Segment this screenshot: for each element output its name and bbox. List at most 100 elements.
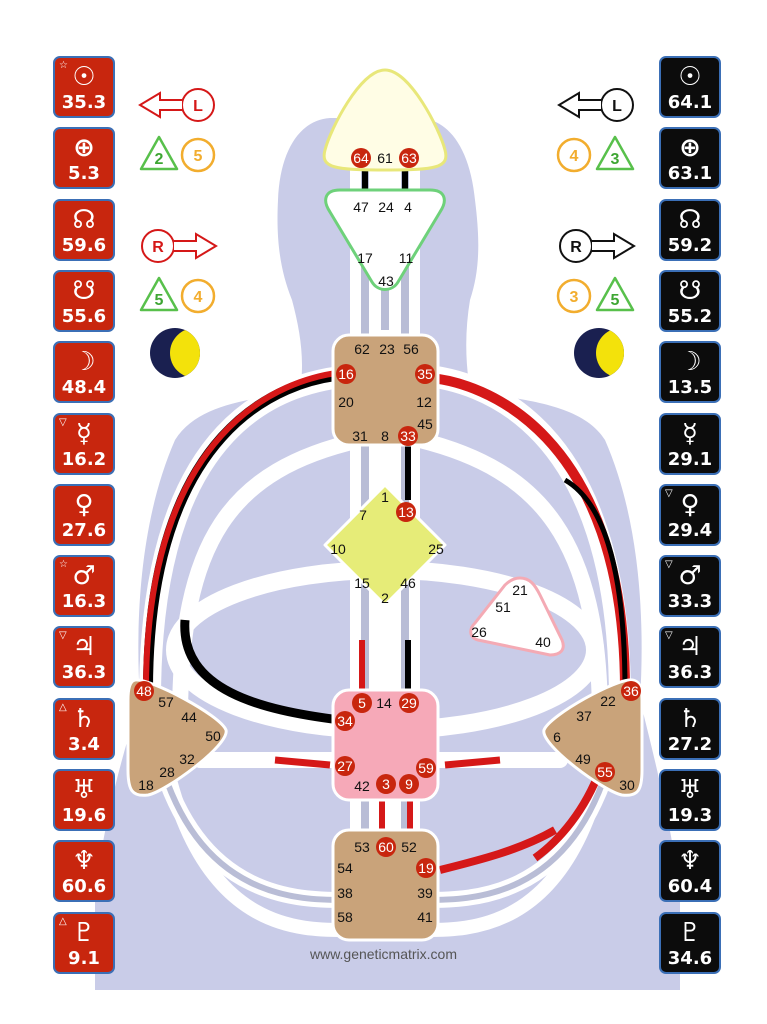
gate-number[interactable]: 25 bbox=[428, 541, 444, 557]
moon-tile[interactable]: ☽ 13.5 bbox=[659, 341, 721, 404]
venus-tile[interactable]: ♀ 27.6 bbox=[53, 483, 115, 546]
venus-tile[interactable]: ▽ ♀ 29.4 bbox=[659, 483, 721, 546]
gate-number[interactable]: 16 bbox=[338, 366, 354, 382]
pluto-tile[interactable]: △ ♇ 9.1 bbox=[53, 911, 115, 974]
gate-number[interactable]: 64 bbox=[353, 150, 369, 166]
north-node-tile[interactable]: ☊ 59.2 bbox=[659, 198, 721, 261]
gate-number[interactable]: 30 bbox=[619, 777, 635, 793]
south-node-tile[interactable]: ☋ 55.2 bbox=[659, 269, 721, 332]
jupiter-tile[interactable]: ▽ ♃ 36.3 bbox=[659, 626, 721, 689]
gate-number[interactable]: 57 bbox=[158, 694, 174, 710]
gate-number[interactable]: 43 bbox=[378, 273, 394, 289]
sun-tile[interactable]: ☆ ☉ 35.3 bbox=[53, 56, 115, 118]
south-node-tile[interactable]: ☋ 55.6 bbox=[53, 269, 115, 332]
north-node-tile[interactable]: ☊ 59.6 bbox=[53, 198, 115, 261]
neptune-icon: ♆ bbox=[678, 846, 702, 877]
gate-number[interactable]: 38 bbox=[337, 885, 353, 901]
saturn-tile[interactable]: ♄ 27.2 bbox=[659, 697, 721, 760]
gate-number[interactable]: 55 bbox=[597, 764, 613, 780]
gate-number[interactable]: 23 bbox=[379, 341, 395, 357]
gate-number[interactable]: 35 bbox=[417, 366, 433, 382]
gate-number[interactable]: 24 bbox=[378, 199, 394, 215]
earth-tile[interactable]: ⊕ 5.3 bbox=[53, 127, 115, 190]
left-arrow-icon bbox=[138, 91, 182, 119]
gate-number[interactable]: 28 bbox=[159, 764, 175, 780]
uranus-tile[interactable]: ♅ 19.6 bbox=[53, 769, 115, 831]
throat-center bbox=[331, 333, 440, 447]
moon-tile[interactable]: ☽ 48.4 bbox=[53, 341, 115, 404]
mercury-tile[interactable]: ▽ ☿ 16.2 bbox=[53, 412, 115, 475]
gate-number[interactable]: 52 bbox=[401, 839, 417, 855]
planet-gate-value: 33.3 bbox=[667, 591, 713, 613]
gate-number[interactable]: 15 bbox=[354, 575, 370, 591]
jupiter-tile[interactable]: ▽ ♃ 36.3 bbox=[53, 626, 115, 689]
gate-number[interactable]: 22 bbox=[600, 693, 616, 709]
gate-number[interactable]: 56 bbox=[403, 341, 419, 357]
gate-number[interactable]: 53 bbox=[354, 839, 370, 855]
gate-number[interactable]: 32 bbox=[179, 751, 195, 767]
gate-number[interactable]: 31 bbox=[352, 428, 368, 444]
gate-number[interactable]: 20 bbox=[338, 394, 354, 410]
fixing-mark-icon: △ bbox=[59, 701, 67, 713]
gate-number[interactable]: 9 bbox=[405, 776, 413, 792]
gate-number[interactable]: 62 bbox=[354, 341, 370, 357]
tone-number: 5 bbox=[155, 292, 164, 309]
gate-number[interactable]: 39 bbox=[417, 885, 433, 901]
gate-number[interactable]: 29 bbox=[401, 695, 417, 711]
gate-activation-dot bbox=[335, 711, 355, 731]
neptune-tile[interactable]: ♆ 60.4 bbox=[659, 840, 721, 903]
gate-number[interactable]: 19 bbox=[418, 860, 434, 876]
gate-number[interactable]: 47 bbox=[353, 199, 369, 215]
gate-number[interactable]: 60 bbox=[378, 839, 394, 855]
gate-number[interactable]: 58 bbox=[337, 909, 353, 925]
saturn-tile[interactable]: △ ♄ 3.4 bbox=[53, 697, 115, 760]
gate-number[interactable]: 61 bbox=[377, 150, 393, 166]
gate-number[interactable]: 14 bbox=[376, 695, 392, 711]
gate-number[interactable]: 42 bbox=[354, 778, 370, 794]
uranus-tile[interactable]: ♅ 19.3 bbox=[659, 769, 721, 831]
mars-tile[interactable]: ▽ ♂ 33.3 bbox=[659, 555, 721, 618]
gate-number[interactable]: 41 bbox=[417, 909, 433, 925]
gate-number[interactable]: 46 bbox=[400, 575, 416, 591]
gate-number[interactable]: 48 bbox=[136, 683, 152, 699]
gate-number[interactable]: 12 bbox=[416, 394, 432, 410]
gate-number[interactable]: 10 bbox=[330, 541, 346, 557]
gate-number[interactable]: 26 bbox=[471, 624, 487, 640]
earth-tile[interactable]: ⊕ 63.1 bbox=[659, 127, 721, 190]
gate-number[interactable]: 6 bbox=[553, 729, 561, 745]
gate-number[interactable]: 37 bbox=[576, 708, 592, 724]
gate-number[interactable]: 40 bbox=[535, 634, 551, 650]
gate-number[interactable]: 11 bbox=[399, 250, 414, 266]
mercury-tile[interactable]: ☿ 29.1 bbox=[659, 412, 721, 475]
gate-number[interactable]: 18 bbox=[138, 777, 154, 793]
site-url[interactable]: www.geneticmatrix.com bbox=[309, 946, 458, 962]
gate-number[interactable]: 33 bbox=[400, 428, 416, 444]
gate-number[interactable]: 59 bbox=[418, 760, 434, 776]
planet-gate-value: 60.4 bbox=[667, 876, 713, 898]
gate-number[interactable]: 17 bbox=[357, 250, 373, 266]
gate-number[interactable]: 1 bbox=[381, 489, 389, 505]
gate-number[interactable]: 36 bbox=[623, 683, 639, 699]
mars-tile[interactable]: ☆ ♂ 16.3 bbox=[53, 555, 115, 618]
gate-number[interactable]: 3 bbox=[382, 776, 390, 792]
gate-number[interactable]: 51 bbox=[495, 599, 511, 615]
gate-number[interactable]: 5 bbox=[358, 695, 366, 711]
gate-number[interactable]: 27 bbox=[337, 758, 353, 774]
gate-number[interactable]: 7 bbox=[359, 507, 367, 523]
gate-number[interactable]: 8 bbox=[381, 428, 389, 444]
gate-number[interactable]: 63 bbox=[401, 150, 417, 166]
gate-number[interactable]: 4 bbox=[404, 199, 412, 215]
gate-number[interactable]: 44 bbox=[181, 709, 197, 725]
gate-number[interactable]: 13 bbox=[398, 504, 414, 520]
gate-number[interactable]: 54 bbox=[337, 860, 353, 876]
gate-number[interactable]: 50 bbox=[205, 728, 221, 744]
gate-number[interactable]: 45 bbox=[417, 416, 433, 432]
root-center bbox=[331, 828, 440, 942]
gate-number[interactable]: 2 bbox=[381, 590, 389, 606]
gate-number[interactable]: 34 bbox=[337, 713, 353, 729]
sun-tile[interactable]: ☉ 64.1 bbox=[659, 56, 721, 118]
pluto-tile[interactable]: ♇ 34.6 bbox=[659, 911, 721, 974]
gate-number[interactable]: 49 bbox=[575, 751, 591, 767]
gate-number[interactable]: 21 bbox=[512, 582, 528, 598]
neptune-tile[interactable]: ♆ 60.6 bbox=[53, 840, 115, 903]
